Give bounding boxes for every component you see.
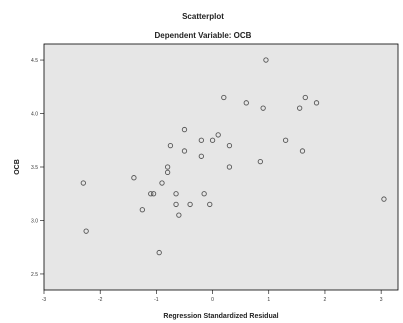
chart-subtitle: Dependent Variable: OCB — [155, 31, 252, 40]
data-point — [207, 201, 213, 208]
data-point — [148, 191, 154, 197]
data-point — [156, 249, 162, 256]
data-point — [221, 94, 227, 101]
data-points — [80, 57, 387, 256]
y-tick-label: 3.0 — [31, 218, 38, 224]
x-tick-label: 3 — [380, 297, 383, 303]
data-point — [83, 228, 89, 234]
x-axis-label: Regression Standardized Residual — [163, 313, 278, 320]
data-point — [176, 212, 182, 218]
data-point — [313, 100, 320, 106]
x-tick-label: 1 — [267, 297, 270, 303]
data-point — [139, 207, 145, 213]
data-point — [297, 105, 303, 111]
data-point — [263, 57, 269, 63]
data-point — [187, 201, 193, 208]
data-point — [257, 159, 263, 165]
plot-area — [43, 43, 399, 291]
data-point — [150, 191, 157, 197]
data-point — [302, 94, 308, 101]
data-point — [215, 132, 221, 138]
data-point — [173, 191, 179, 197]
data-point — [243, 100, 249, 106]
data-point — [159, 180, 165, 186]
data-point — [167, 142, 174, 149]
data-point — [181, 148, 188, 154]
data-point — [131, 175, 137, 181]
x-axis: -3 -2 -1 0 1 2 3 — [42, 290, 383, 303]
data-point — [164, 164, 171, 170]
data-point — [282, 137, 289, 143]
data-point — [209, 137, 216, 143]
data-point — [198, 153, 204, 159]
data-point — [299, 148, 306, 154]
chart-title: Scatterplot — [182, 12, 224, 21]
data-point — [226, 142, 233, 149]
data-point — [198, 137, 204, 143]
data-point — [381, 196, 387, 202]
y-axis-label: OCB — [14, 159, 21, 175]
x-tick-label: 2 — [324, 297, 327, 303]
x-tick-label: -3 — [42, 297, 47, 303]
y-tick-label: 4.5 — [31, 58, 38, 64]
y-tick-label: 2.5 — [31, 272, 38, 278]
data-point — [80, 180, 86, 186]
data-point — [260, 105, 266, 111]
data-point — [201, 191, 207, 197]
y-axis: 2.5 3.0 3.5 4.0 4.5 — [31, 58, 44, 278]
y-tick-label: 3.5 — [31, 165, 38, 171]
data-point — [226, 164, 233, 170]
data-point — [164, 169, 171, 175]
data-point — [181, 126, 188, 133]
data-point — [173, 201, 179, 208]
y-tick-label: 4.0 — [31, 112, 38, 118]
x-tick-label: 0 — [211, 297, 214, 303]
x-tick-label: -1 — [154, 297, 159, 303]
x-tick-label: -2 — [98, 297, 103, 303]
